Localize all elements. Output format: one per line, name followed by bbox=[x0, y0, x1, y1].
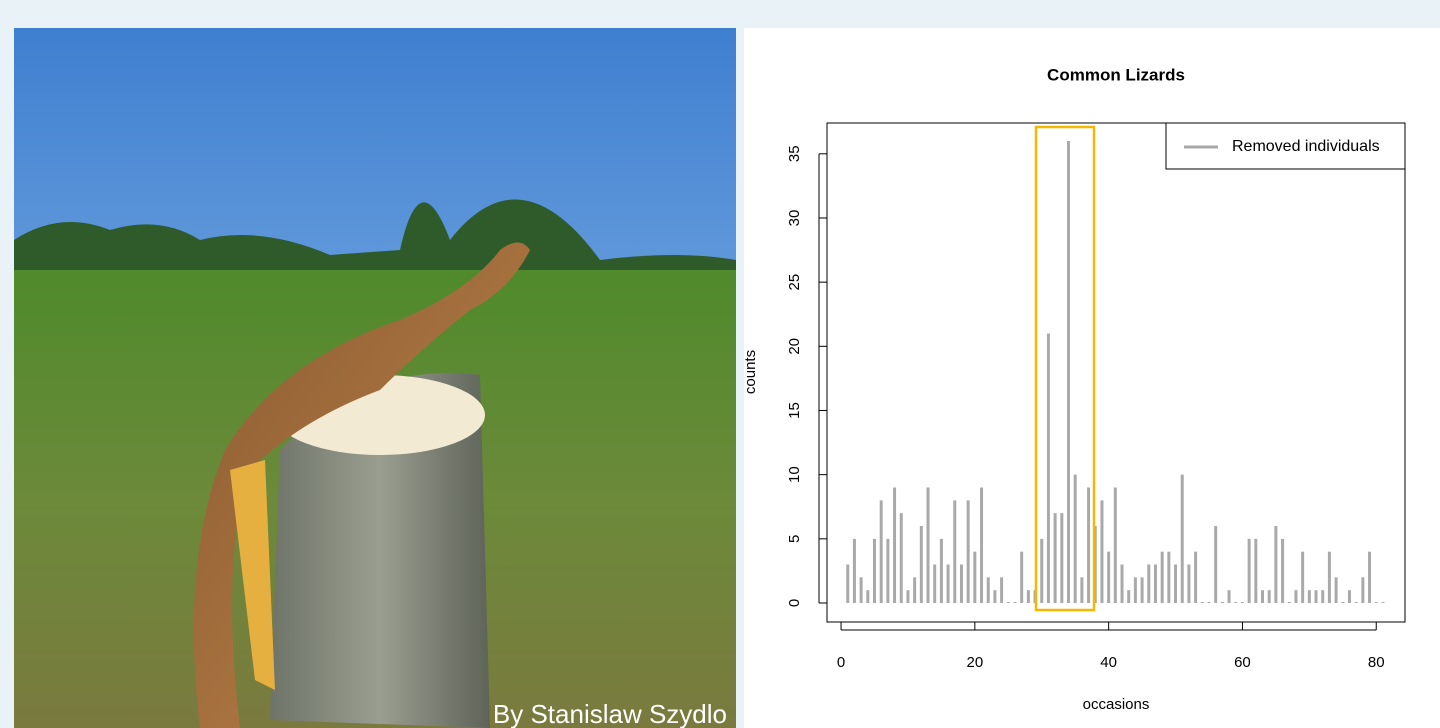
x-tick-label: 20 bbox=[967, 654, 984, 671]
x-axis-label: occasions bbox=[1083, 696, 1150, 713]
photo-credit: By Stanislaw Szydlo bbox=[493, 699, 727, 728]
photo bbox=[14, 28, 736, 728]
x-tick-label: 40 bbox=[1100, 654, 1117, 671]
x-tick-label: 0 bbox=[837, 654, 845, 671]
y-tick-label: 15 bbox=[786, 402, 803, 419]
page: By Stanislaw Szydlo Common Lizards occasi… bbox=[0, 0, 1440, 728]
y-tick-label: 35 bbox=[786, 145, 803, 162]
y-tick-label: 20 bbox=[786, 338, 803, 355]
y-tick-label: 5 bbox=[786, 535, 803, 543]
x-tick-label: 80 bbox=[1368, 654, 1385, 671]
y-tick-label: 25 bbox=[786, 274, 803, 291]
y-tick-label: 10 bbox=[786, 466, 803, 483]
legend-label: Removed individuals bbox=[1232, 138, 1380, 155]
chart-title: Common Lizards bbox=[1047, 65, 1185, 84]
y-axis-label: counts bbox=[742, 350, 759, 394]
x-tick-label: 60 bbox=[1234, 654, 1251, 671]
y-tick-label: 30 bbox=[786, 210, 803, 227]
y-tick-label: 0 bbox=[786, 599, 803, 607]
